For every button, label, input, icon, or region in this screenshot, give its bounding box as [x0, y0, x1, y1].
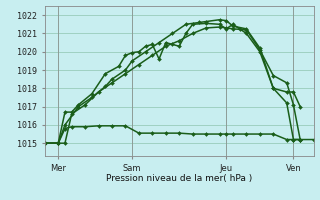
X-axis label: Pression niveau de la mer( hPa ): Pression niveau de la mer( hPa ) [106, 174, 252, 183]
